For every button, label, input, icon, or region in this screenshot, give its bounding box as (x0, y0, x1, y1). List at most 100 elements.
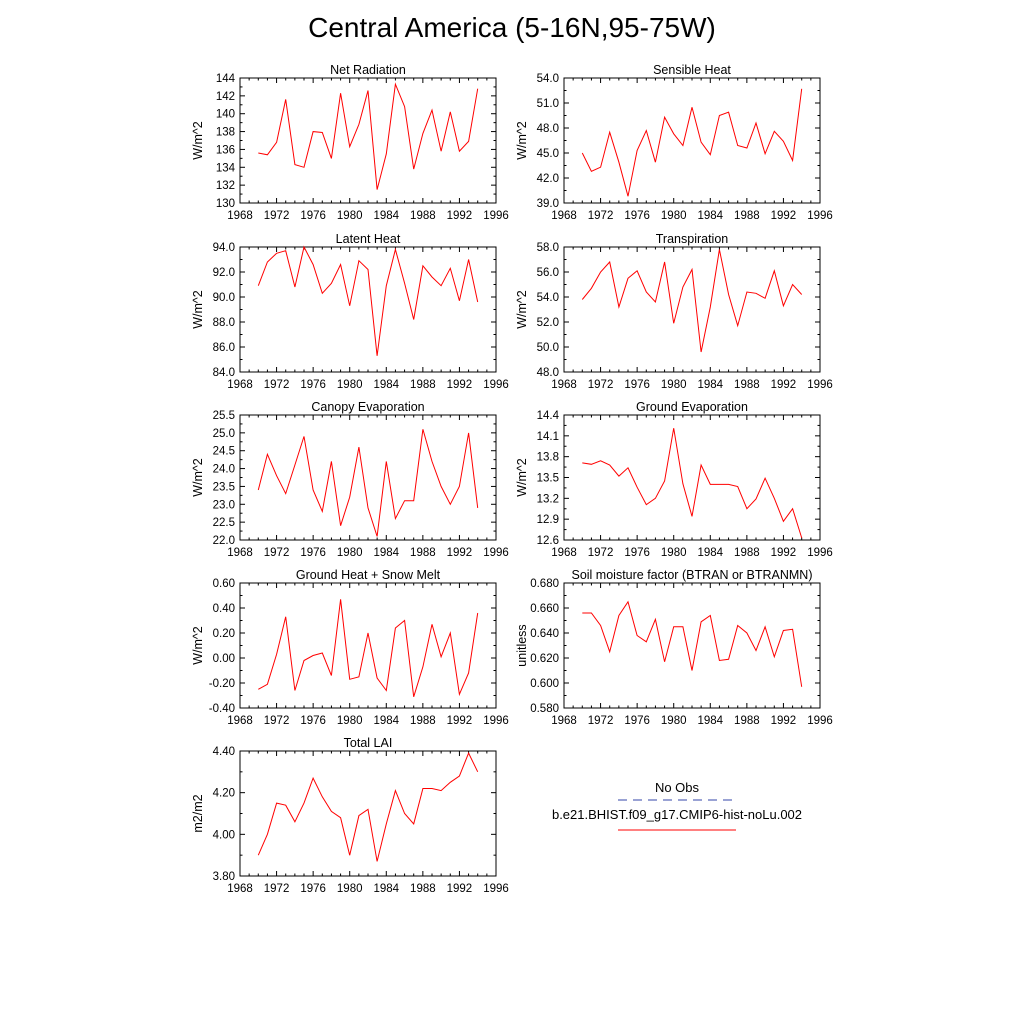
y-tick-label: 24.0 (213, 464, 235, 476)
x-tick-label: 1992 (447, 715, 473, 727)
x-tick-label: 1976 (624, 547, 650, 559)
x-tick-label: 1972 (264, 883, 290, 895)
y-tick-label: 134 (216, 162, 236, 174)
y-axis-label: W/m^2 (515, 290, 529, 329)
y-axis-label: W/m^2 (191, 290, 205, 329)
x-tick-label: 1972 (588, 379, 614, 391)
x-tick-label: 1984 (373, 379, 399, 391)
y-tick-label: 23.5 (213, 481, 235, 493)
x-tick-label: 1976 (300, 883, 326, 895)
y-tick-label: 0.600 (530, 678, 559, 690)
x-tick-label: 1984 (373, 547, 399, 559)
y-tick-label: 4.20 (213, 788, 235, 800)
x-tick-label: 1976 (300, 547, 326, 559)
x-tick-label: 1988 (410, 715, 436, 727)
y-axis-label: unitless (515, 624, 529, 666)
plot-frame (563, 582, 821, 709)
y-tick-label: 0.20 (213, 628, 235, 640)
x-tick-label: 1976 (624, 715, 650, 727)
x-tick-label: 1980 (661, 715, 687, 727)
panel-title: Transpiration (656, 232, 729, 246)
x-tick-label: 1996 (483, 715, 509, 727)
y-tick-label: 0.640 (530, 628, 559, 640)
y-tick-label: 50.0 (537, 342, 559, 354)
y-tick-label: 24.5 (213, 446, 235, 458)
x-tick-label: 1984 (697, 547, 723, 559)
x-tick-label: 1972 (264, 379, 290, 391)
y-tick-label: -0.40 (209, 703, 235, 715)
x-tick-label: 1972 (264, 715, 290, 727)
x-tick-label: 1988 (734, 379, 760, 391)
x-tick-label: 1968 (551, 715, 577, 727)
x-tick-label: 1972 (588, 715, 614, 727)
x-tick-label: 1984 (697, 715, 723, 727)
y-tick-label: 84.0 (213, 367, 235, 379)
x-tick-label: 1992 (771, 379, 797, 391)
y-tick-label: 25.0 (213, 428, 235, 440)
x-tick-label: 1976 (300, 210, 326, 222)
y-tick-label: 23.0 (213, 499, 235, 511)
x-tick-label: 1980 (661, 210, 687, 222)
y-tick-label: 0.620 (530, 653, 559, 665)
x-tick-label: 1980 (661, 379, 687, 391)
x-tick-label: 1992 (771, 547, 797, 559)
y-tick-label: 0.580 (530, 703, 559, 715)
y-tick-label: 22.0 (213, 535, 235, 547)
legend-label-no-obs: No Obs (655, 780, 700, 795)
y-tick-label: 14.1 (537, 431, 559, 443)
panel-title: Canopy Evaporation (311, 400, 424, 414)
series-line (257, 429, 479, 537)
plot-frame (563, 246, 821, 373)
plot-frame (239, 750, 497, 877)
x-tick-label: 1972 (588, 547, 614, 559)
y-tick-label: 39.0 (537, 198, 559, 210)
x-tick-label: 1984 (373, 883, 399, 895)
series-line (258, 82, 479, 190)
plot-frame (239, 414, 497, 541)
y-tick-label: 51.0 (537, 98, 559, 110)
y-tick-label: 0.40 (213, 603, 235, 615)
x-tick-label: 1996 (807, 715, 833, 727)
x-tick-label: 1980 (337, 547, 363, 559)
series-line (582, 428, 803, 539)
series-line (258, 599, 479, 697)
x-tick-label: 1988 (410, 547, 436, 559)
y-tick-label: 52.0 (537, 317, 559, 329)
y-tick-label: 42.0 (537, 173, 559, 185)
y-tick-label: 136 (216, 144, 235, 156)
series-line (582, 600, 803, 687)
y-tick-label: 48.0 (537, 367, 559, 379)
y-tick-label: 22.5 (213, 517, 235, 529)
x-tick-label: 1968 (551, 379, 577, 391)
y-tick-label: 54.0 (537, 73, 559, 85)
panel-title: Soil moisture factor (BTRAN or BTRANMN) (571, 568, 812, 582)
x-tick-label: 1968 (227, 883, 253, 895)
y-tick-label: 45.0 (537, 148, 559, 160)
x-tick-label: 1976 (624, 379, 650, 391)
x-tick-label: 1984 (697, 210, 723, 222)
series-line (257, 245, 479, 356)
x-tick-label: 1980 (337, 715, 363, 727)
y-tick-label: 12.9 (537, 514, 559, 526)
plot-frame (239, 246, 497, 373)
y-tick-label: 25.5 (213, 410, 235, 422)
x-tick-label: 1996 (807, 547, 833, 559)
series-line (581, 249, 803, 353)
x-tick-label: 1984 (373, 715, 399, 727)
plot-frame (563, 414, 821, 541)
panel-title: Ground Heat + Snow Melt (296, 568, 441, 582)
y-tick-label: 0.680 (530, 578, 559, 590)
x-tick-label: 1996 (807, 210, 833, 222)
series-line (257, 751, 479, 862)
series-line (581, 88, 803, 197)
x-tick-label: 1996 (807, 379, 833, 391)
x-tick-label: 1988 (410, 210, 436, 222)
x-tick-label: 1976 (300, 715, 326, 727)
y-tick-label: 144 (216, 73, 236, 85)
y-axis-label: m2/m2 (191, 794, 205, 832)
y-tick-label: 86.0 (213, 342, 235, 354)
x-tick-label: 1992 (771, 715, 797, 727)
x-tick-label: 1976 (300, 379, 326, 391)
x-tick-label: 1992 (447, 547, 473, 559)
